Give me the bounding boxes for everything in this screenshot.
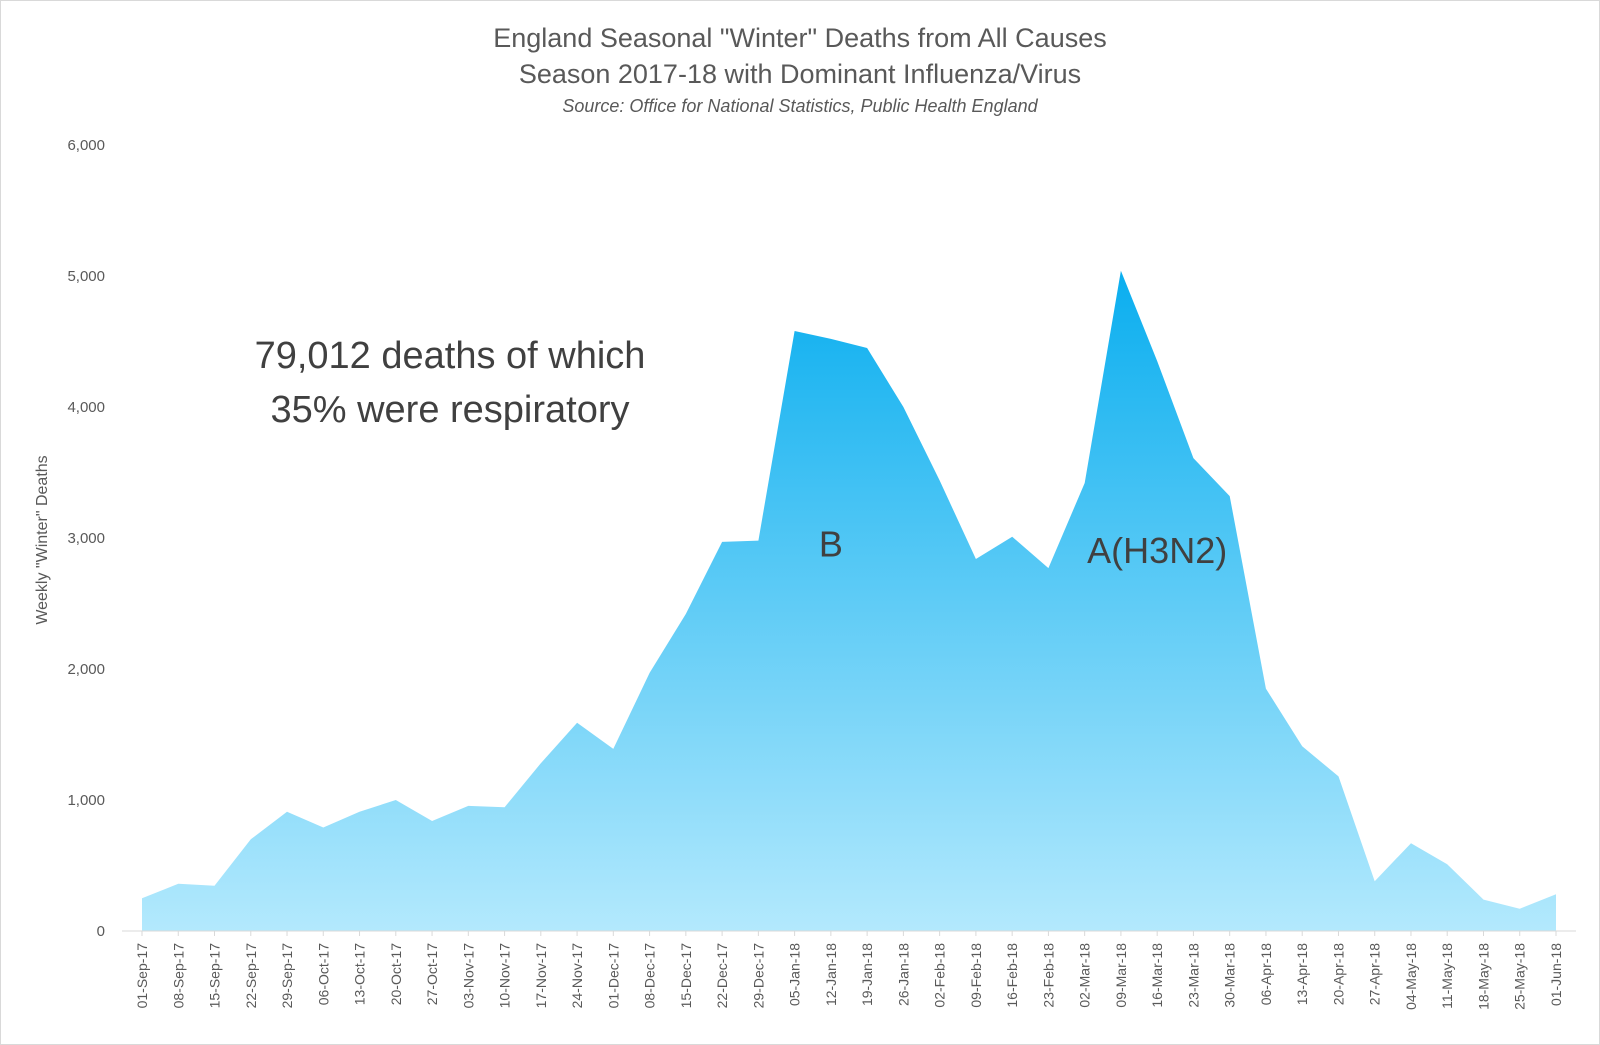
y-tick-label: 0 [97, 923, 105, 940]
x-tick-label: 01-Dec-17 [605, 943, 621, 1009]
x-tick-label: 15-Dec-17 [678, 943, 694, 1009]
x-tick-label: 16-Feb-18 [1004, 943, 1020, 1008]
y-axis-title: Weekly "Winter" Deaths [34, 455, 51, 624]
annotation-total-deaths: 79,012 deaths of which [255, 335, 646, 377]
x-tick-label: 09-Mar-18 [1113, 943, 1129, 1008]
x-tick-label: 05-Jan-18 [787, 943, 803, 1006]
x-tick-label: 20-Oct-17 [388, 943, 404, 1005]
x-tick-label: 12-Jan-18 [823, 943, 839, 1006]
x-tick-label: 29-Sep-17 [279, 943, 295, 1009]
x-tick-label: 01-Sep-17 [134, 943, 150, 1009]
chart-title-block: England Seasonal "Winter" Deaths from Al… [0, 20, 1600, 120]
y-tick-label: 2,000 [67, 661, 105, 678]
x-tick-label: 18-May-18 [1475, 943, 1491, 1010]
x-tick-label: 01-Jun-18 [1548, 943, 1564, 1006]
x-tick-label: 24-Nov-17 [569, 943, 585, 1009]
x-tick-label: 25-May-18 [1512, 943, 1528, 1010]
x-tick-label: 23-Mar-18 [1185, 943, 1201, 1008]
annotation-peak-b: B [819, 524, 843, 565]
x-axis: 01-Sep-17 08-Sep-17 15-Sep-17 22-Sep-17 29-S… [134, 931, 1564, 1010]
x-tick-label: 26-Jan-18 [895, 943, 911, 1006]
x-tick-label: 16-Mar-18 [1149, 943, 1165, 1008]
x-tick-label: 08-Dec-17 [642, 943, 658, 1009]
annotation-respiratory-share: 35% were respiratory [270, 389, 629, 431]
x-tick-label: 23-Feb-18 [1040, 943, 1056, 1008]
x-tick-label: 04-May-18 [1403, 943, 1419, 1010]
x-tick-label: 09-Feb-18 [968, 943, 984, 1008]
x-tick-label: 17-Nov-17 [533, 943, 549, 1009]
annotation-peak-a-h3n2: A(H3N2) [1087, 530, 1227, 571]
x-tick-label: 15-Sep-17 [207, 943, 223, 1009]
area-series [142, 270, 1556, 931]
y-tick-label: 5,000 [67, 268, 105, 285]
y-tick-label: 3,000 [67, 530, 105, 547]
x-tick-label: 29-Dec-17 [750, 943, 766, 1009]
chart-subtitle: Season 2017-18 with Dominant Influenza/V… [518, 59, 1082, 89]
x-tick-label: 06-Oct-17 [315, 943, 331, 1005]
x-tick-label: 27-Oct-17 [424, 943, 440, 1005]
x-tick-label: 27-Apr-18 [1367, 943, 1383, 1005]
x-tick-label: 13-Oct-17 [352, 943, 368, 1005]
x-tick-label: 22-Sep-17 [243, 943, 259, 1009]
y-tick-label: 4,000 [67, 399, 105, 416]
x-tick-label: 10-Nov-17 [497, 943, 513, 1009]
y-axis: 0 1,000 2,000 3,000 4,000 5,000 6,000 [67, 137, 105, 940]
x-tick-label: 20-Apr-18 [1330, 943, 1346, 1005]
x-tick-label: 30-Mar-18 [1222, 943, 1238, 1008]
x-tick-label: 11-May-18 [1439, 943, 1455, 1009]
chart-source: Source: Office for National Statistics, … [562, 96, 1038, 116]
y-tick-label: 1,000 [67, 792, 105, 809]
x-tick-label: 13-Apr-18 [1294, 943, 1310, 1005]
x-tick-label: 06-Apr-18 [1258, 943, 1274, 1005]
x-tick-label: 02-Feb-18 [932, 943, 948, 1008]
x-tick-label: 03-Nov-17 [460, 943, 476, 1009]
y-tick-label: 6,000 [67, 137, 105, 154]
x-tick-label: 08-Sep-17 [170, 943, 186, 1009]
chart-title: England Seasonal "Winter" Deaths from Al… [493, 23, 1107, 53]
x-tick-label: 19-Jan-18 [859, 943, 875, 1006]
x-tick-label: 02-Mar-18 [1077, 943, 1093, 1008]
x-tick-label: 22-Dec-17 [714, 943, 730, 1009]
